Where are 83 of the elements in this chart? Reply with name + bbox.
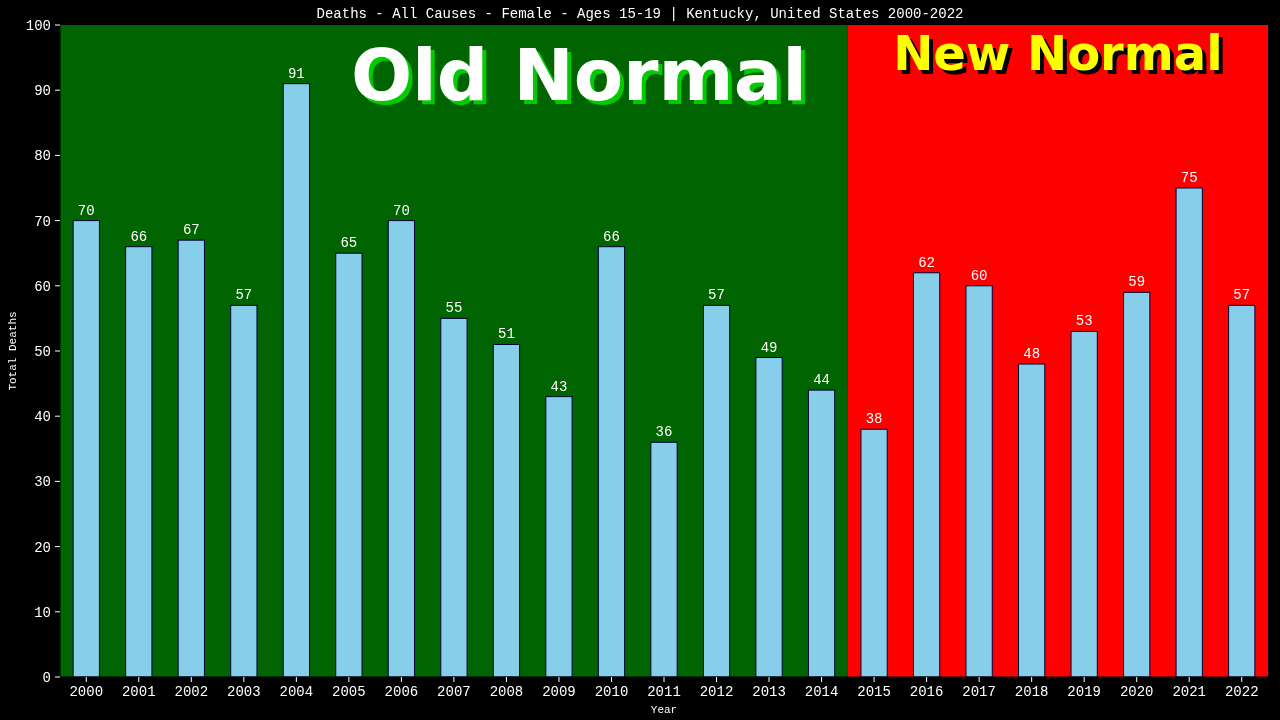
data-label: 66 xyxy=(130,228,148,245)
x-tick-label: 2009 xyxy=(542,684,576,700)
bar xyxy=(1123,291,1151,678)
data-label: 55 xyxy=(445,300,463,317)
data-label: 57 xyxy=(708,287,725,304)
x-tick-label: 2010 xyxy=(594,684,629,700)
y-tick-label: 40 xyxy=(34,409,51,426)
x-tick-label: 2008 xyxy=(489,684,524,700)
data-label: 91 xyxy=(287,65,305,82)
y-tick-label: 70 xyxy=(34,213,51,230)
bar xyxy=(492,343,521,678)
x-tick-label: 2019 xyxy=(1067,684,1101,700)
data-label: 59 xyxy=(1128,274,1146,291)
bar xyxy=(387,220,416,678)
data-label: 44 xyxy=(813,372,830,389)
y-tick-label: 20 xyxy=(34,539,51,556)
x-tick-label: 2017 xyxy=(962,684,996,700)
data-label: 70 xyxy=(392,202,410,219)
bar xyxy=(335,252,363,678)
data-label: 57 xyxy=(235,287,253,304)
data-label: 65 xyxy=(340,235,358,252)
bar xyxy=(545,396,573,678)
bar xyxy=(597,246,626,678)
x-tick-label: 2013 xyxy=(752,684,786,700)
data-label: 49 xyxy=(760,339,778,356)
x-tick-label: 2002 xyxy=(174,684,209,700)
data-label: 60 xyxy=(970,267,988,284)
y-tick-label: 10 xyxy=(34,604,51,621)
data-label: 51 xyxy=(498,326,515,343)
bar xyxy=(230,304,258,678)
bar xyxy=(1228,304,1256,678)
bar xyxy=(177,239,205,678)
bar xyxy=(282,83,310,678)
bar xyxy=(965,285,993,678)
x-tick-label: 2022 xyxy=(1224,684,1259,700)
x-axis-title: Year xyxy=(650,704,678,716)
data-label: 53 xyxy=(1075,313,1093,330)
y-tick-label: 50 xyxy=(34,344,51,360)
chart-title: Deaths - All Causes - Female - Ages 15-19 | Kentucky, United States 2000-2022 xyxy=(316,6,964,22)
bar xyxy=(125,246,153,678)
x-tick-label: 2011 xyxy=(647,684,681,700)
x-tick-label: 2020 xyxy=(1119,684,1154,700)
y-tick-label: 60 xyxy=(34,278,51,295)
y-tick-label: 100 xyxy=(25,18,51,34)
bar xyxy=(912,272,941,678)
y-tick-label: 90 xyxy=(34,83,51,100)
bar xyxy=(702,304,731,678)
y-tick-label: 0 xyxy=(42,670,51,686)
bar xyxy=(755,357,783,678)
y-axis-title: Total Deaths xyxy=(7,311,19,391)
x-tick-label: 2016 xyxy=(909,684,944,700)
data-label: 36 xyxy=(655,424,673,441)
x-tick-label: 2001 xyxy=(121,684,156,700)
x-tick-label: 2000 xyxy=(69,684,104,700)
x-tick-label: 2004 xyxy=(279,684,314,700)
bar xyxy=(807,389,836,678)
data-label: 38 xyxy=(865,411,883,428)
y-tick-label: 80 xyxy=(34,148,51,165)
data-label: 66 xyxy=(603,228,620,245)
x-tick-label: 2007 xyxy=(437,684,471,700)
data-label: 75 xyxy=(1180,170,1198,186)
bar xyxy=(440,317,468,678)
data-label: 70 xyxy=(77,202,95,219)
x-tick-label: 2003 xyxy=(227,684,261,700)
data-label: 48 xyxy=(1023,346,1041,363)
data-label: 67 xyxy=(182,222,200,239)
x-tick-label: 2012 xyxy=(699,684,734,700)
x-tick-label: 2015 xyxy=(857,684,891,700)
bar xyxy=(860,428,888,678)
bar xyxy=(1070,330,1098,678)
bar xyxy=(72,220,100,678)
data-label: 57 xyxy=(1233,287,1251,304)
x-tick-label: 2021 xyxy=(1172,684,1207,700)
x-tick-label: 2014 xyxy=(804,684,839,700)
bar xyxy=(1175,187,1203,678)
x-tick-label: 2006 xyxy=(384,684,419,700)
bar xyxy=(650,441,678,678)
data-label: 62 xyxy=(918,254,936,271)
x-tick-label: 2005 xyxy=(332,684,366,700)
x-tick-label: 2018 xyxy=(1014,684,1049,700)
data-label: 43 xyxy=(550,378,568,395)
y-tick-label: 30 xyxy=(34,474,51,491)
bar xyxy=(1018,363,1046,678)
